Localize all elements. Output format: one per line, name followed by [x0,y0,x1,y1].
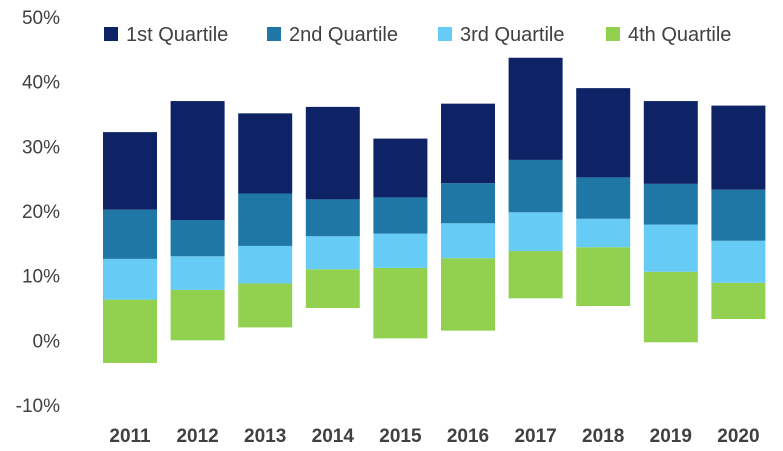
bar-segment [643,101,698,184]
bar-segment [103,132,157,210]
bar-segment [643,271,698,343]
legend-label: 3rd Quartile [460,24,565,46]
bar-segment [643,183,698,225]
bar-segment [305,269,360,308]
bar-segment [441,103,495,184]
bar-segment [576,247,631,307]
series-4th-quartile [103,247,766,363]
bar-segment [305,106,360,200]
legend-label: 4th Quartile [628,24,731,46]
bar-segment [508,251,563,299]
bar-segment [711,189,766,241]
bar-segment [305,236,360,270]
bar-segment [508,57,563,160]
legend-label: 1st Quartile [126,24,228,46]
x-tick-label: 2019 [650,426,692,447]
bar-segment [508,159,563,213]
bar-segment [373,138,428,198]
bar-segment [238,113,293,194]
bars [103,57,766,363]
legend-entry: 2nd Quartile [267,24,398,46]
bar-segment [441,223,495,259]
bar-segment [170,101,225,221]
legend-swatch [267,27,281,41]
x-tick-label: 2017 [514,426,556,447]
bar-segment [103,209,157,259]
legend: 1st Quartile 2nd Quartile 3rd Quartile 4th … [104,24,731,46]
bar-segment [576,177,631,219]
bar-segment [441,258,495,331]
y-tick-label: 30% [22,137,60,158]
bar-segment [711,282,766,319]
x-tick-label: 2011 [109,426,151,447]
legend-label: 2nd Quartile [289,24,398,46]
bar-segment [305,199,360,237]
bar-segment [508,212,563,252]
bar-segment [170,256,225,290]
bar-segment [373,197,428,234]
bar-segment [103,299,157,363]
x-tick-label: 2015 [379,426,422,447]
legend-swatch [606,27,620,41]
series-1st-quartile [103,57,766,221]
bar-segment [238,245,293,284]
legend-entry: 4th Quartile [606,24,731,46]
bar-segment [373,233,428,268]
bar-segment [576,218,631,248]
bar-segment [711,105,766,190]
bar-segment [373,267,428,339]
y-tick-label: 10% [22,267,60,288]
bar-segment [238,283,293,328]
series-2nd-quartile [103,159,766,259]
x-tick-label: 2012 [176,426,218,447]
y-tick-label: 40% [22,73,60,94]
bar-segment [170,220,225,257]
y-tick-label: 0% [33,331,61,352]
legend-entry: 3rd Quartile [438,24,565,46]
legend-entry: 1st Quartile [104,24,228,46]
series-3rd-quartile [103,212,766,300]
bar-segment [238,193,293,246]
y-axis: -10% 0% 10% 20% 30% 40% 50% [16,8,60,417]
x-tick-label: 2013 [244,426,286,447]
x-tick-label: 2018 [582,426,624,447]
y-tick-label: 50% [22,8,60,29]
legend-swatch [104,27,118,41]
y-tick-label: -10% [16,396,60,417]
bar-segment [441,183,495,224]
bar-segment [170,289,225,341]
bar-segment [711,240,766,283]
bar-segment [103,258,157,300]
bar-segment [643,224,698,272]
y-tick-label: 20% [22,202,60,223]
legend-swatch [438,27,452,41]
x-tick-label: 2020 [717,426,759,447]
x-tick-label: 2014 [312,426,355,447]
x-tick-label: 2016 [447,426,489,447]
x-axis: 2011 2012 2013 2014 2015 2016 2017 2018 2019 2020 [109,426,759,447]
bar-segment [576,88,631,178]
